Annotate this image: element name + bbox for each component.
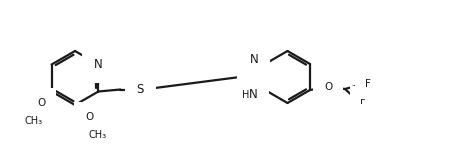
Text: F: F [365, 79, 371, 89]
Text: F: F [360, 96, 366, 106]
Text: S: S [137, 83, 144, 96]
Text: N: N [249, 88, 257, 101]
Text: N: N [250, 53, 258, 66]
Text: O: O [324, 82, 332, 92]
Text: CH₃: CH₃ [89, 130, 107, 140]
Text: N: N [94, 58, 103, 71]
Text: CH₃: CH₃ [25, 117, 43, 126]
Text: O: O [38, 99, 46, 108]
Text: H: H [243, 90, 250, 100]
Text: O: O [85, 112, 93, 122]
